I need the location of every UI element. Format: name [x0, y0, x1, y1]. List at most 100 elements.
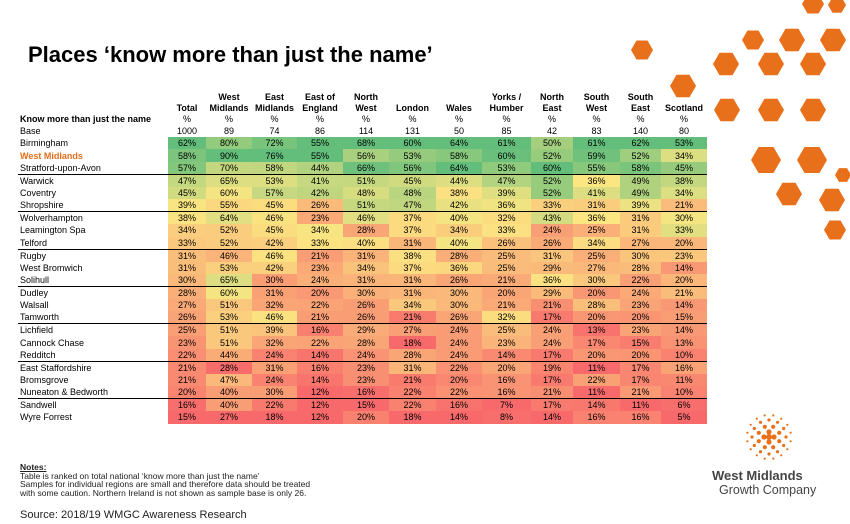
value-cell: 40%: [436, 236, 482, 250]
value-cell: 49%: [620, 186, 661, 200]
row-label: Coventry: [20, 187, 57, 198]
table-row: Wolverhampton 38% 64% 46% 23% 46% 37% 40% 32% 43%…: [18, 211, 707, 225]
value-cell: 14%: [482, 348, 531, 362]
units-row: Know more than just the name%%%%%%%%%%%%: [18, 113, 707, 125]
value-cell: 58%: [252, 161, 297, 175]
table-row: Stratford-upon-Avon 57% 70% 58% 44% 66% 56% 64%…: [18, 161, 707, 175]
unit-cell: %: [547, 114, 556, 124]
value-cell: 14%: [661, 261, 707, 274]
value-cell: 68%: [343, 137, 389, 150]
value-cell: 47%: [168, 173, 206, 187]
value-cell: 55%: [297, 149, 343, 162]
hexagon-shape: [828, 0, 846, 13]
value-cell: 23%: [168, 336, 206, 349]
value-cell: 20%: [297, 285, 343, 299]
column-header: East of England: [302, 92, 338, 113]
value-cell: 21%: [297, 248, 343, 262]
value-cell: 15%: [620, 336, 661, 349]
value-cell: 42%: [436, 199, 482, 212]
value-cell: 31%: [620, 211, 661, 225]
value-cell: 17%: [531, 311, 573, 324]
value-cell: 27%: [206, 411, 252, 424]
value-cell: 16%: [573, 411, 620, 424]
hexagon-shape: [776, 182, 802, 206]
value-cell: 51%: [343, 173, 389, 187]
value-cell: 32%: [252, 298, 297, 312]
value-cell: 26%: [436, 273, 482, 287]
row-label: Sandwell: [18, 398, 168, 412]
value-cell: 53%: [389, 149, 436, 162]
value-cell: 23%: [661, 248, 707, 262]
value-cell: 25%: [168, 323, 206, 337]
value-cell: 23%: [482, 336, 531, 349]
value-cell: 48%: [343, 186, 389, 200]
value-cell: 65%: [206, 273, 252, 287]
column-header: West Midlands: [209, 92, 249, 113]
column-header: North East: [540, 92, 564, 113]
value-cell: 21%: [531, 298, 573, 312]
table-row: West Bromwich 31% 53% 42% 23% 34% 37% 36% 25% 29%…: [18, 261, 707, 274]
value-cell: 11%: [661, 373, 707, 387]
base-cell: 74: [269, 126, 280, 136]
note-line: Table is ranked on total national ‘know …: [20, 470, 260, 481]
hexagon-shape: [713, 52, 739, 76]
value-cell: 42%: [252, 236, 297, 250]
value-cell: 20%: [620, 311, 661, 324]
row-label: Wolverhampton: [18, 211, 168, 225]
row-label: Redditch: [20, 349, 56, 360]
value-cell: 18%: [389, 336, 436, 349]
value-cell: 34%: [573, 236, 620, 250]
unit-cell: %: [224, 114, 233, 124]
value-cell: 31%: [531, 248, 573, 262]
value-cell: 31%: [168, 248, 206, 262]
table-row: Shropshire 39% 55% 45% 26% 51% 47% 42% 36% 33% 31%…: [18, 199, 707, 212]
value-cell: 23%: [620, 298, 661, 312]
value-cell: 72%: [252, 137, 297, 150]
value-cell: 31%: [252, 360, 297, 374]
value-cell: 60%: [531, 161, 573, 175]
value-cell: 23%: [620, 323, 661, 337]
value-cell: 51%: [206, 323, 252, 337]
value-cell: 17%: [531, 373, 573, 387]
value-cell: 22%: [252, 398, 297, 412]
value-cell: 21%: [168, 373, 206, 387]
value-cell: 47%: [389, 199, 436, 212]
value-cell: 14%: [661, 298, 707, 312]
value-cell: 34%: [436, 224, 482, 237]
hexagon-shape: [820, 28, 846, 52]
column-header: Yorks / Humber: [489, 92, 524, 113]
value-cell: 65%: [206, 173, 252, 187]
table-row: Wyre Forrest 15% 27% 18% 12% 20% 18% 14% 8% 14% 16…: [18, 411, 707, 424]
base-cell: 89: [223, 126, 234, 136]
value-cell: 46%: [252, 248, 297, 262]
table-row: Rugby 31% 46% 46% 21% 31% 38% 28% 25% 31% 25% 30% 23…: [18, 248, 707, 262]
notes: Notes: Table is ranked on total national…: [20, 463, 310, 497]
column-header: East Midlands: [254, 92, 294, 113]
table-row: Solihull 30% 65% 30% 24% 31% 31% 26% 21% 36% 30% 22…: [18, 273, 707, 287]
value-cell: 56%: [343, 149, 389, 162]
value-cell: 31%: [620, 224, 661, 237]
unit-cell: %: [361, 114, 370, 124]
value-cell: 26%: [168, 311, 206, 324]
value-cell: 60%: [389, 137, 436, 150]
value-cell: 13%: [661, 336, 707, 349]
row-label: Bromsgrove: [20, 374, 69, 385]
value-cell: 17%: [620, 373, 661, 387]
value-cell: 32%: [482, 311, 531, 324]
hexagon-shape: [758, 98, 784, 122]
value-cell: 39%: [620, 199, 661, 212]
value-cell: 60%: [482, 149, 531, 162]
value-cell: 25%: [482, 323, 531, 337]
value-cell: 25%: [482, 261, 531, 274]
value-cell: 61%: [573, 137, 620, 150]
row-label: West Midlands: [20, 150, 83, 161]
value-cell: 31%: [252, 285, 297, 299]
value-cell: 32%: [482, 211, 531, 225]
value-cell: 24%: [531, 336, 573, 349]
value-cell: 53%: [206, 311, 252, 324]
value-cell: 17%: [573, 336, 620, 349]
value-cell: 26%: [436, 311, 482, 324]
value-cell: 51%: [206, 298, 252, 312]
value-cell: 39%: [168, 199, 206, 212]
column-header: London: [396, 102, 429, 113]
